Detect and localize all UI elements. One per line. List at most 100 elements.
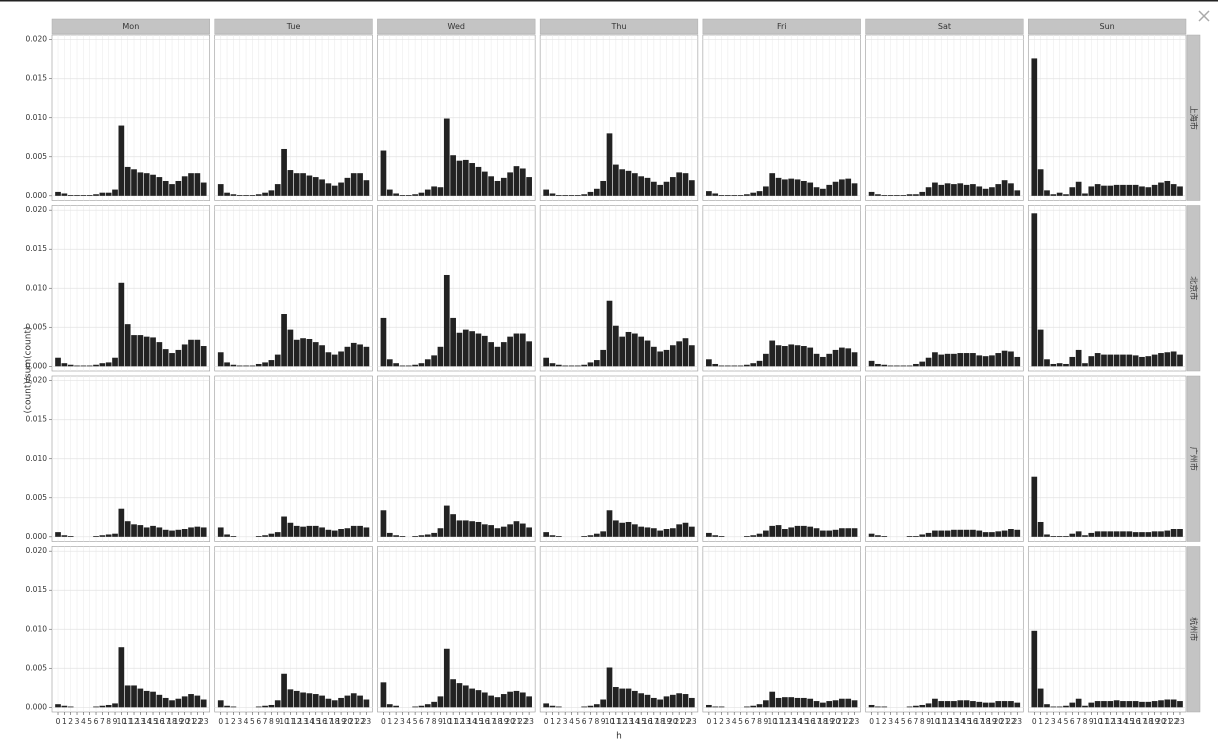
bar (312, 694, 319, 708)
bar (1113, 700, 1120, 708)
x-tick-label: 4 (81, 717, 86, 726)
bar (437, 528, 444, 537)
y-tick-label: 0.005 (26, 322, 48, 331)
bar (519, 692, 526, 708)
bar (162, 529, 169, 537)
strip (1186, 375, 1201, 542)
bar (826, 353, 833, 367)
x-tick-label: 3 (563, 717, 568, 726)
bar (1151, 354, 1158, 367)
x-tick-label: 23 (524, 717, 534, 726)
bar (1014, 529, 1021, 537)
bar (162, 180, 169, 196)
bar (600, 349, 607, 367)
bar (1107, 185, 1114, 196)
bar (1075, 181, 1082, 196)
bar (456, 520, 463, 537)
bar (995, 701, 1002, 708)
x-tick-label: 14 (630, 717, 640, 726)
bar (1008, 351, 1014, 367)
x-tick-label: 21 (1000, 717, 1010, 726)
bar (1063, 363, 1069, 367)
bar (1177, 186, 1183, 196)
x-tick-label: 3 (400, 717, 405, 726)
bar (450, 317, 456, 367)
bar (631, 690, 638, 708)
bar (750, 363, 757, 367)
x-tick-label: 19 (824, 717, 834, 726)
bar (488, 525, 494, 537)
bar (287, 329, 294, 367)
bar (894, 365, 900, 367)
bar (61, 535, 68, 537)
x-tick-label: 22 (518, 717, 528, 726)
bar (932, 352, 938, 367)
bar (868, 533, 875, 537)
bar (268, 704, 275, 708)
bar (217, 352, 224, 367)
bar (1056, 706, 1063, 708)
bar (319, 345, 325, 367)
bar (1120, 184, 1126, 196)
close-button[interactable] (1198, 10, 1210, 22)
bar (169, 353, 175, 367)
bar (875, 535, 881, 537)
panel (377, 546, 536, 713)
bar (593, 360, 600, 367)
bar (568, 195, 575, 196)
strip (377, 18, 536, 35)
bar (137, 525, 144, 537)
x-tick-label: 6 (94, 717, 99, 726)
x-tick-label: 13 (786, 717, 796, 726)
bar (1113, 354, 1120, 367)
x-tick-label: 11 (936, 717, 946, 726)
x-tick-label: 17 (324, 717, 334, 726)
bar (706, 191, 712, 196)
x-tick-label: 5 (575, 717, 580, 726)
bar (393, 193, 399, 196)
bar (820, 530, 826, 537)
x-tick-label: 1 (62, 717, 67, 726)
x-tick-label: 2 (231, 717, 236, 726)
bar (688, 697, 695, 708)
bar (61, 705, 68, 708)
x-tick-label: 17 (812, 717, 822, 726)
x-tick-label: 2 (394, 717, 399, 726)
bar (938, 184, 945, 196)
bar (839, 698, 845, 708)
bar (99, 192, 106, 196)
y-tick-label: 0.015 (26, 415, 48, 424)
x-tick-label: 21 (186, 717, 196, 726)
bar (631, 173, 638, 196)
bar (963, 529, 970, 537)
bar (262, 362, 268, 367)
bar (1031, 213, 1038, 367)
close-icon[interactable] (1198, 10, 1210, 22)
bar (1113, 184, 1120, 196)
panel (214, 375, 373, 542)
x-tick-label: 17 (486, 717, 496, 726)
bar (357, 695, 363, 708)
x-tick-label: 11 (286, 717, 296, 726)
bar (175, 349, 182, 367)
bar (350, 342, 357, 367)
bar (1014, 702, 1021, 708)
bar (676, 524, 683, 537)
bar (688, 180, 695, 196)
y-tick-label: 0.005 (26, 493, 48, 502)
bar (807, 347, 814, 367)
bar (826, 530, 833, 537)
bar (1082, 363, 1088, 367)
x-tick-label: 23 (199, 717, 209, 726)
bar (224, 362, 230, 367)
bar (1145, 187, 1152, 196)
bar (188, 173, 194, 196)
bar (682, 173, 689, 196)
x-tick-label: 16 (968, 717, 978, 726)
bar (380, 510, 387, 537)
bar (1145, 532, 1152, 537)
bar (644, 340, 651, 367)
bar (788, 344, 795, 367)
x-tick-label: 7 (1076, 717, 1081, 726)
bar (131, 335, 137, 367)
